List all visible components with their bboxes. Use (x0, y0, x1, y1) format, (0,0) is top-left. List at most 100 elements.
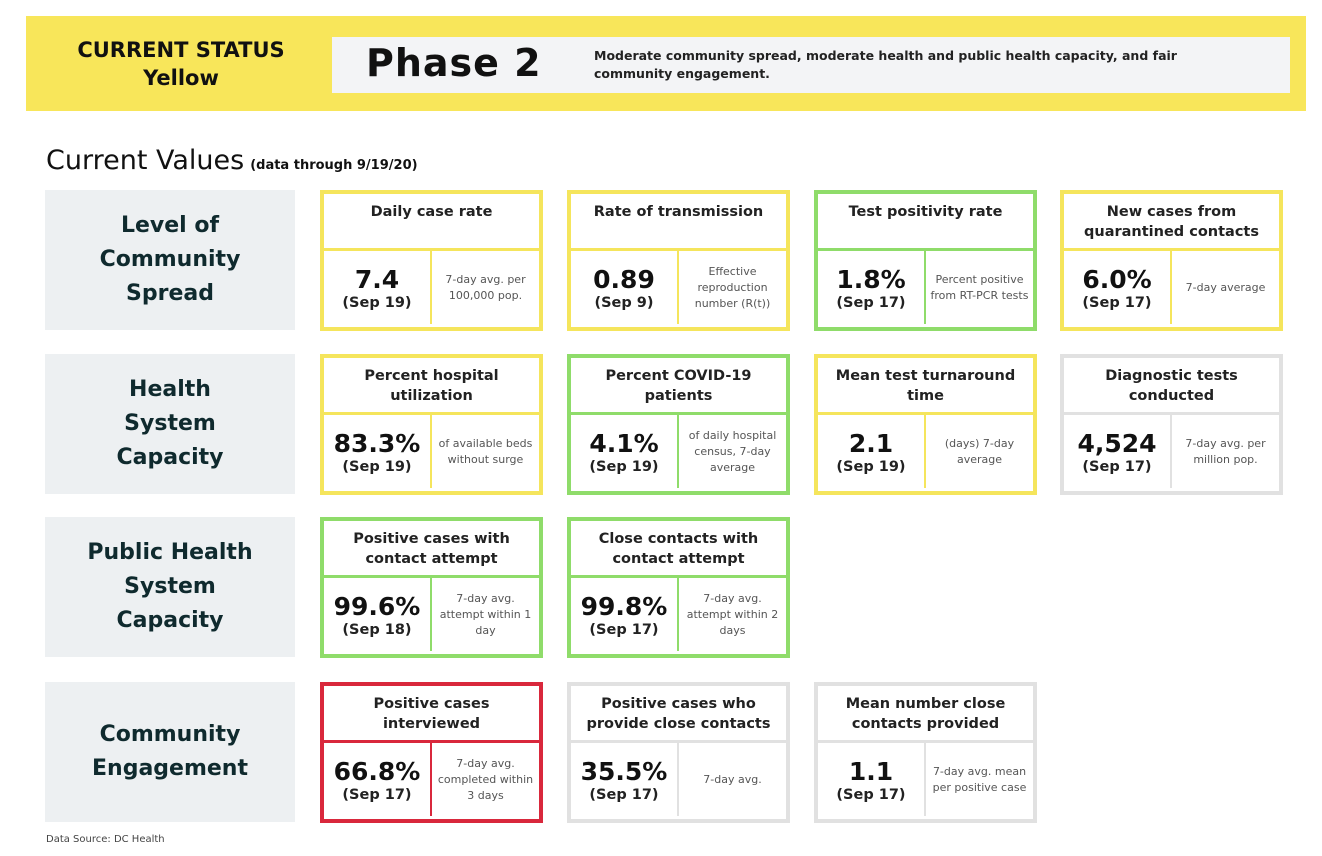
metric-date: (Sep 17) (836, 294, 906, 311)
phase-title: Phase 2 (366, 41, 542, 85)
metric-date: (Sep 17) (589, 621, 659, 638)
metric-date: (Sep 19) (589, 458, 659, 475)
metric-body: 35.5% (Sep 17) 7-day avg. (571, 743, 786, 816)
metric-value-cell: 1.1 (Sep 17) (818, 743, 926, 816)
metric-value-cell: 4.1% (Sep 19) (571, 415, 679, 488)
metric-value: 6.0% (1082, 264, 1152, 294)
metric-card: Diagnostic tests conducted 4,524 (Sep 17)… (1060, 354, 1283, 495)
metric-title: Percent COVID-19 patients (571, 358, 786, 415)
metric-note: 7-day avg. attempt within 2 days (686, 591, 779, 637)
phase-box: Phase 2 Moderate community spread, moder… (332, 37, 1290, 93)
metric-note: 7-day avg. attempt within 1 day (439, 591, 532, 637)
metric-value-cell: 35.5% (Sep 17) (571, 743, 679, 816)
metric-date: (Sep 9) (594, 294, 654, 311)
metric-value: 2.1 (848, 428, 894, 458)
phase-description: Moderate community spread, moderate heal… (594, 48, 1177, 81)
metric-note: of daily hospital census, 7-day average (688, 428, 777, 474)
metric-date: (Sep 17) (1082, 458, 1152, 475)
metric-card: Rate of transmission 0.89 (Sep 9) Effectiv… (567, 190, 790, 331)
metric-value: 1.1 (848, 756, 894, 786)
data-through: (data through 9/19/20) (250, 158, 418, 173)
metric-value: 7.4 (354, 264, 400, 294)
metric-title: Positive cases who provide close contact… (571, 686, 786, 743)
metric-note: 7-day avg. (703, 772, 762, 786)
metric-title: Diagnostic tests conducted (1064, 358, 1279, 415)
status-banner: CURRENT STATUS Yellow Phase 2 Moderate c… (26, 16, 1306, 111)
metric-body: 0.89 (Sep 9) Effective reproduction number… (571, 251, 786, 324)
metric-value-cell: 99.6% (Sep 18) (324, 578, 432, 651)
category-label: Community Engagement (45, 682, 295, 822)
metric-note: 7-day average (1185, 280, 1266, 294)
metric-date: (Sep 19) (836, 458, 906, 475)
metric-body: 99.8% (Sep 17) 7-day avg. attempt within 2… (571, 578, 786, 651)
metric-value-cell: 2.1 (Sep 19) (818, 415, 926, 488)
metric-value: 35.5% (580, 756, 668, 786)
metric-card: Mean number close contacts provided 1.1(… (814, 682, 1037, 823)
metric-value-cell: 1.8% (Sep 17) (818, 251, 926, 324)
metric-value-cell: 7.4 (Sep 19) (324, 251, 432, 324)
metric-value: 66.8% (333, 756, 421, 786)
metric-value: 0.89 (593, 264, 655, 294)
current-values-title: Current Values (data through 9/19/20) (46, 145, 418, 176)
metric-note: Effective reproduction number (R(t)) (694, 264, 771, 310)
metric-card: Mean test turnaround time 2.1 (Sep 19) (da… (814, 354, 1037, 495)
metric-card: New cases from quarantined contacts 6.0%… (1060, 190, 1283, 331)
metric-card: Test positivity rate 1.8% (Sep 17) Percent… (814, 190, 1037, 331)
metric-note: 7-day avg. per million pop. (1185, 436, 1266, 466)
metric-value: 83.3% (333, 428, 421, 458)
metric-body: 4.1% (Sep 19) of daily hospital census, 7-… (571, 415, 786, 488)
metric-body: 7.4 (Sep 19) 7-day avg. per 100,000 pop. (324, 251, 539, 324)
status-color: Yellow (143, 66, 219, 90)
metric-title: Percent hospital utilization (324, 358, 539, 415)
section-title: Current Values (46, 145, 245, 176)
metric-body: 1.8% (Sep 17) Percent positive from RT-PCR… (818, 251, 1033, 324)
metric-value-cell: 66.8% (Sep 17) (324, 743, 432, 816)
metric-value: 99.6% (333, 591, 421, 621)
category-label: Health System Capacity (45, 354, 295, 494)
metric-date: (Sep 19) (342, 294, 412, 311)
metric-note: of available beds without surge (438, 436, 533, 466)
metric-value-cell: 99.8% (Sep 17) (571, 578, 679, 651)
metric-title: Test positivity rate (818, 194, 1033, 251)
metric-title: Mean test turnaround time (818, 358, 1033, 415)
metric-title: Positive cases with contact attempt (324, 521, 539, 578)
metric-note: 7-day avg. per 100,000 pop. (445, 272, 526, 302)
category-label: Level of Community Spread (45, 190, 295, 330)
metric-card: Percent hospital utilization 83.3% (Sep 1… (320, 354, 543, 495)
metric-body: 83.3% (Sep 19) of available beds without s… (324, 415, 539, 488)
metric-date: (Sep 18) (342, 621, 412, 638)
metric-date: (Sep 17) (836, 786, 906, 803)
metric-body: 2.1 (Sep 19) (days) 7-day average (818, 415, 1033, 488)
metric-title: New cases from quarantined contacts (1064, 194, 1279, 251)
metric-note: Percent positive from RT-PCR tests (930, 272, 1029, 302)
metric-date: (Sep 19) (342, 458, 412, 475)
metric-title: Rate of transmission (571, 194, 786, 251)
metric-date: (Sep 17) (342, 786, 412, 803)
metric-body: 66.8% (Sep 17) 7-day avg. completed within… (324, 743, 539, 816)
metric-title: Positive cases interviewed (324, 686, 539, 743)
metric-value: 99.8% (580, 591, 668, 621)
metric-body: 1.1 (Sep 17) 7-day avg. mean per positive … (818, 743, 1033, 816)
metric-date: (Sep 17) (589, 786, 659, 803)
metric-title: Close contacts with contact attempt (571, 521, 786, 578)
metric-value-cell: 6.0% (Sep 17) (1064, 251, 1172, 324)
category-label: Public Health System Capacity (45, 517, 295, 657)
metric-value-cell: 4,524 (Sep 17) (1064, 415, 1172, 488)
metric-card: Positive cases with contact attempt 99.6… (320, 517, 543, 658)
status-heading: CURRENT STATUS (77, 38, 285, 62)
metric-card: Daily case rate 7.4 (Sep 19) 7-day avg. pe… (320, 190, 543, 331)
metric-date: (Sep 17) (1082, 294, 1152, 311)
metric-card: Percent COVID-19 patients 4.1% (Sep 19) of… (567, 354, 790, 495)
metric-card: Positive cases who provide close contact… (567, 682, 790, 823)
metric-card: Positive cases interviewed 66.8% (Sep 17)… (320, 682, 543, 823)
data-source: Data Source: DC Health (46, 834, 165, 845)
metric-title: Daily case rate (324, 194, 539, 251)
metric-note: 7-day avg. completed within 3 days (437, 756, 534, 802)
metric-value: 4,524 (1077, 428, 1157, 458)
metric-note: (days) 7-day average (944, 436, 1015, 466)
metric-value-cell: 0.89 (Sep 9) (571, 251, 679, 324)
current-status: CURRENT STATUS Yellow (46, 36, 316, 92)
metric-value: 1.8% (836, 264, 906, 294)
metric-note: 7-day avg. mean per positive case (932, 764, 1027, 794)
metric-body: 99.6% (Sep 18) 7-day avg. attempt within 1… (324, 578, 539, 651)
